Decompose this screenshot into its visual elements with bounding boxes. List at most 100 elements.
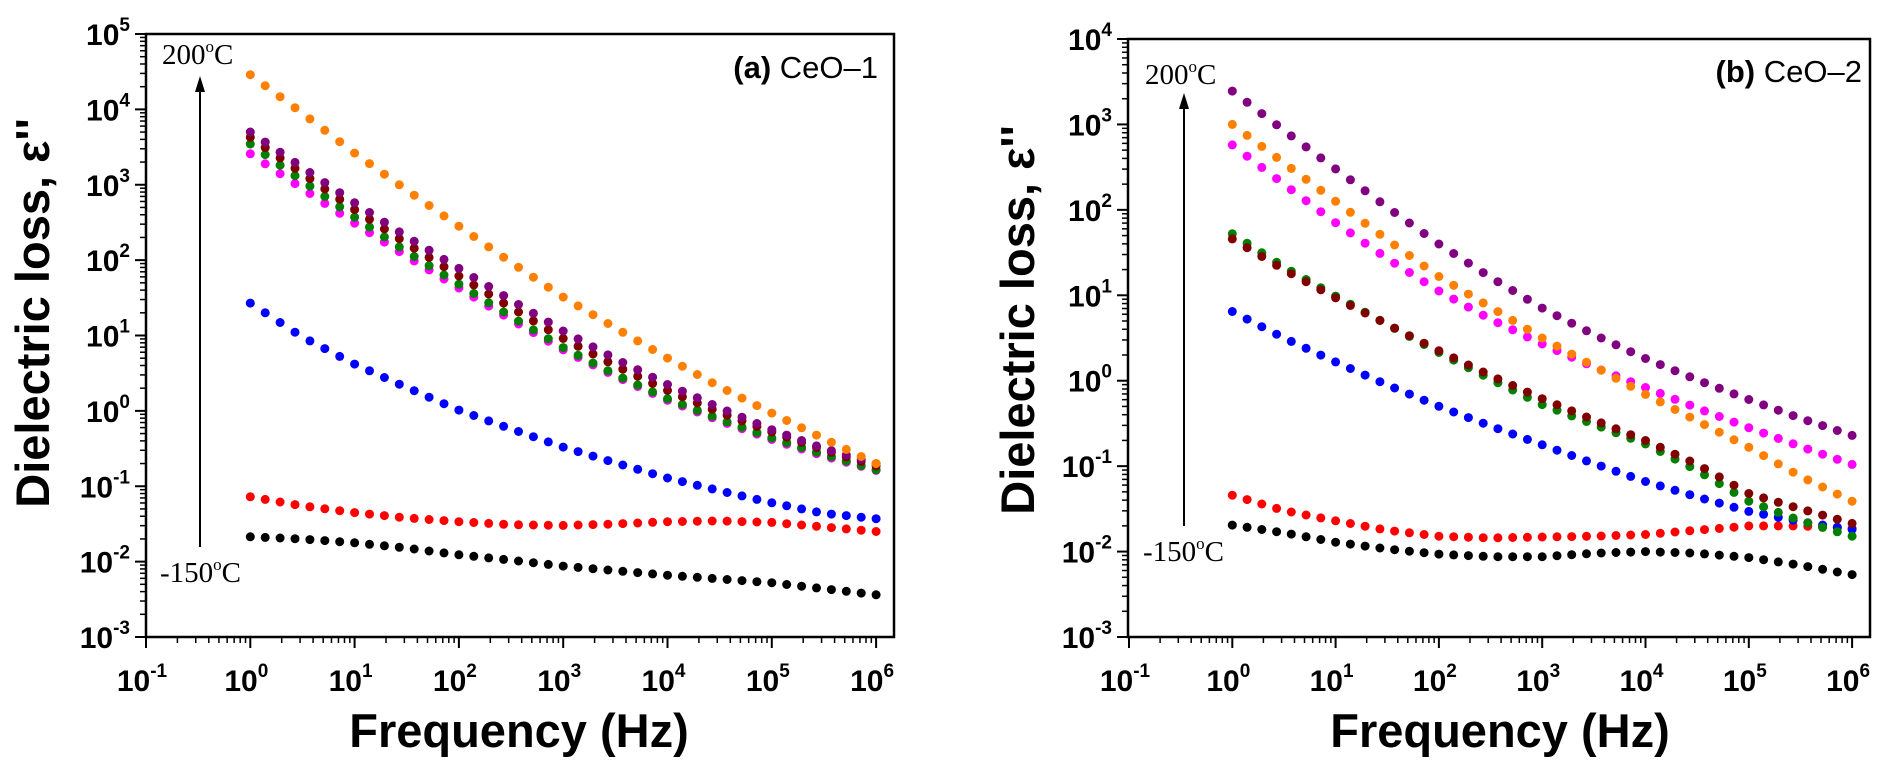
- data-point: [1493, 552, 1503, 562]
- data-point: [1360, 238, 1370, 248]
- data-point: [1670, 366, 1680, 376]
- data-point: [826, 509, 836, 519]
- tick-base: 10: [80, 547, 113, 580]
- data-point: [826, 437, 836, 447]
- x-axis-title: Frequency (Hz): [1330, 704, 1670, 757]
- y-tick-label: 103: [1068, 105, 1112, 142]
- panel-b-ceo2: 10-1 100 101 102 103 104 105 10610-310-210-1100…: [991, 20, 1872, 757]
- data-point: [1641, 354, 1650, 363]
- data-point: [1773, 507, 1783, 517]
- data-point: [350, 538, 360, 548]
- data-point: [603, 357, 613, 367]
- data-point: [841, 511, 851, 521]
- data-point: [365, 509, 374, 519]
- data-point: [1316, 207, 1326, 217]
- data-point: [275, 497, 285, 507]
- data-point: [1729, 551, 1739, 561]
- panel-sample-space: [1755, 54, 1764, 89]
- data-point: [1582, 326, 1591, 336]
- data-point: [305, 336, 315, 346]
- data-point: [1301, 142, 1311, 152]
- data-point: [514, 307, 523, 317]
- tick-exponent: 3: [1101, 105, 1112, 126]
- data-point: [1360, 186, 1370, 196]
- data-point: [439, 270, 449, 280]
- data-point: [379, 511, 389, 521]
- data-point: [1419, 229, 1429, 238]
- data-point: [633, 371, 643, 381]
- data-point: [1331, 516, 1341, 526]
- data-point: [305, 535, 315, 545]
- data-point: [677, 361, 687, 371]
- data-point: [1700, 549, 1709, 559]
- data-point: [1788, 502, 1798, 512]
- data-point: [558, 326, 568, 336]
- data-point: [1375, 377, 1385, 387]
- data-point: [260, 150, 270, 160]
- data-point: [1375, 543, 1385, 553]
- data-point: [1493, 277, 1503, 287]
- data-point: [1803, 518, 1813, 528]
- data-point: [1286, 529, 1296, 539]
- data-point: [588, 349, 598, 359]
- data-point: [633, 380, 643, 390]
- data-point: [707, 378, 717, 388]
- data-point: [1700, 406, 1709, 416]
- data-point: [1655, 442, 1665, 452]
- data-point: [1700, 470, 1709, 480]
- data-point: [484, 518, 494, 528]
- data-point: [424, 201, 434, 210]
- y-tick-label: 104: [86, 90, 130, 127]
- data-point: [1257, 141, 1267, 151]
- data-point: [1360, 370, 1370, 380]
- data-point: [1729, 487, 1739, 497]
- data-point: [1434, 286, 1444, 296]
- data-point: [335, 537, 345, 547]
- data-point: [1537, 440, 1547, 450]
- data-point: [528, 308, 538, 318]
- data-point: [543, 334, 553, 344]
- tick-exponent: 3: [119, 166, 130, 187]
- data-point: [424, 252, 434, 262]
- data-point: [1773, 497, 1783, 507]
- data-point: [782, 580, 792, 589]
- degree-sign: o: [213, 555, 222, 574]
- x-tick-label: 106: [850, 661, 894, 698]
- data-point: [454, 517, 464, 527]
- data-point: [528, 316, 538, 326]
- data-point: [1360, 218, 1370, 228]
- data-point: [663, 353, 672, 363]
- tick-base: 10: [1068, 280, 1101, 313]
- data-point: [1744, 442, 1754, 452]
- data-point: [1227, 140, 1237, 150]
- data-point: [752, 419, 762, 428]
- data-point: [1257, 525, 1267, 534]
- tick-exponent: 2: [1446, 661, 1457, 682]
- data-point: [1286, 336, 1296, 346]
- data-point: [1493, 374, 1503, 384]
- data-point: [409, 544, 419, 554]
- data-point: [409, 243, 419, 253]
- data-point: [871, 459, 881, 469]
- data-point: [782, 416, 792, 425]
- data-point: [1685, 400, 1695, 410]
- y-tick-label: 10-1: [80, 467, 131, 504]
- data-point: [1286, 269, 1296, 279]
- data-point: [1773, 405, 1783, 415]
- data-point: [1641, 389, 1650, 399]
- data-point: [1522, 294, 1532, 304]
- data-point: [677, 517, 687, 526]
- data-point: [528, 272, 538, 282]
- data-point: [1478, 268, 1488, 278]
- data-point: [379, 224, 389, 234]
- data-point: [1331, 537, 1341, 547]
- data-point: [1390, 526, 1400, 536]
- tick-base: 10: [642, 665, 675, 698]
- data-point: [633, 365, 643, 375]
- tick-exponent: 0: [1240, 661, 1251, 682]
- data-point: [1759, 555, 1769, 565]
- data-point: [1729, 417, 1739, 427]
- data-point: [618, 358, 628, 367]
- data-point: [350, 359, 360, 369]
